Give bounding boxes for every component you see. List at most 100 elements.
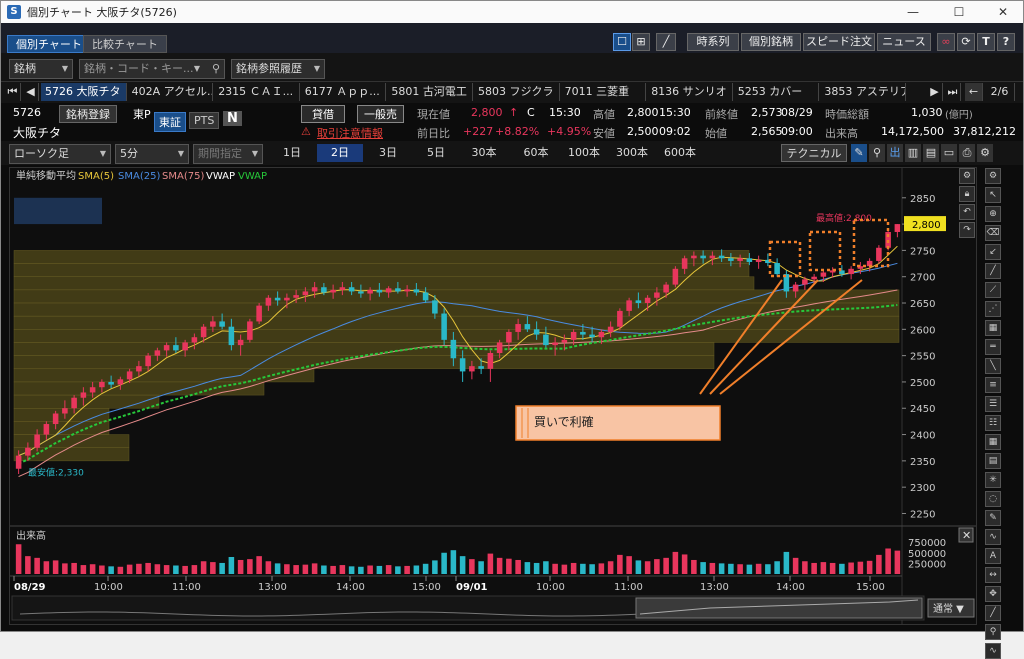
period-button[interactable]: 5日 [427, 146, 445, 159]
app-icon: S [7, 5, 21, 19]
curve-icon[interactable]: ∿ [985, 529, 1001, 545]
link-icon[interactable]: ∞ [937, 33, 955, 51]
save-icon[interactable]: ▤ [923, 144, 939, 162]
stock-tab[interactable]: 5803 フジクラ [474, 83, 560, 101]
stock-tab[interactable]: 6177 Ａｐｐ... [301, 83, 387, 101]
maximize-button[interactable]: ☐ [953, 5, 965, 19]
technical-button[interactable]: テクニカル [781, 144, 847, 162]
interval-select[interactable]: 5分 ▼ [115, 144, 189, 164]
fib2-icon[interactable]: ☷ [985, 415, 1001, 431]
person-icon[interactable]: ⚲ [985, 624, 1001, 640]
tab-compare-chart[interactable]: 比較チャート [83, 35, 167, 53]
chart-area[interactable]: 2850280027502700265026002550250024502400… [9, 167, 977, 625]
measure-icon[interactable]: ↔ [985, 567, 1001, 583]
tab-individual-chart[interactable]: 個別チャート [7, 35, 91, 53]
grid-icon[interactable]: ▦ [985, 434, 1001, 450]
parallel-icon[interactable]: ≡ [985, 377, 1001, 393]
period-button[interactable]: 600本 [664, 146, 696, 159]
draw-line-icon[interactable]: ╱ [656, 33, 676, 51]
move-icon[interactable]: ✥ [985, 586, 1001, 602]
high-price: 2,800 [627, 106, 659, 119]
stock-tab[interactable]: 5726 大阪チタ [41, 83, 127, 101]
hline-icon[interactable]: ═ [985, 339, 1001, 355]
pen-icon[interactable]: ✎ [851, 144, 867, 162]
fib-icon[interactable]: ☰ [985, 396, 1001, 412]
channel-icon[interactable]: ▦ [985, 320, 1001, 336]
period-button[interactable]: 30本 [471, 146, 497, 159]
minimize-button[interactable]: — [907, 5, 919, 19]
pencil-icon[interactable]: ✎ [985, 510, 1001, 526]
stock-search-input[interactable]: 銘柄・コード・キー... ▼ ⚲ [79, 59, 225, 79]
trade-warning-link[interactable]: 取引注意情報 [317, 127, 383, 140]
stock-tab[interactable]: 2315 ＣＡＩ... [214, 83, 300, 101]
chart-type-select[interactable]: ローソク足 ▼ [9, 144, 111, 164]
help-button[interactable]: ? [997, 33, 1015, 51]
gann-icon[interactable]: ▤ [985, 453, 1001, 469]
zoom-icon[interactable]: ⚲ [869, 144, 885, 162]
layout-single-icon[interactable]: ☐ [613, 33, 631, 51]
gear-small-icon[interactable]: ⚙ [959, 168, 975, 184]
trendline-icon[interactable]: ╱ [985, 263, 1001, 279]
volume-profile-bar [13, 355, 715, 370]
stock-tab[interactable]: 3853 アステリア [820, 83, 906, 101]
output-icon[interactable]: 出 [887, 144, 903, 162]
undo-icon[interactable]: ↶ [959, 204, 975, 220]
first-tab-icon[interactable]: ⏮ [5, 83, 21, 101]
tse-button[interactable]: 東証 [154, 112, 186, 132]
text-icon[interactable]: A [985, 548, 1001, 564]
chart-svg[interactable]: 2850280027502700265026002550250024502400… [10, 168, 978, 626]
wave-icon[interactable]: ∿ [985, 643, 1001, 659]
back-arrow-icon[interactable]: ← [965, 83, 983, 101]
stock-tab[interactable]: 5253 カバー [734, 83, 820, 101]
n-button[interactable]: N [223, 111, 242, 126]
layout-grid-icon[interactable]: ⊞ [632, 33, 650, 51]
stock-kind-select[interactable]: 銘柄 ▼ [9, 59, 73, 79]
prev-tab-icon[interactable]: ◀ [23, 83, 39, 101]
text-size-button[interactable]: T [977, 33, 995, 51]
next-tab-icon[interactable]: ▶ [927, 83, 943, 101]
period-button[interactable]: 60本 [523, 146, 549, 159]
period-select[interactable]: 期間指定 ▼ [193, 144, 263, 164]
print-icon[interactable]: ⎙ [959, 144, 975, 162]
line-icon[interactable]: ╲ [985, 358, 1001, 374]
ray-icon[interactable]: ⟋ [985, 282, 1001, 298]
period-button[interactable]: 100本 [568, 146, 600, 159]
stock-tab[interactable]: 7011 三菱重 [561, 83, 647, 101]
circle-icon[interactable]: ◌ [985, 491, 1001, 507]
refresh-icon[interactable]: ⟳ [957, 33, 975, 51]
candle-body [543, 334, 549, 346]
jikeiretsu-button[interactable]: 時系列 [687, 33, 739, 51]
folder-icon[interactable]: ▭ [941, 144, 957, 162]
line2-icon[interactable]: ╱ [985, 605, 1001, 621]
news-button[interactable]: ニュース [877, 33, 931, 51]
sun-icon[interactable]: ✳ [985, 472, 1001, 488]
fan-icon[interactable]: ⋰ [985, 301, 1001, 317]
high-annotation: 最高値:2,800 [816, 212, 872, 224]
stock-tab[interactable]: 8136 サンリオ [647, 83, 733, 101]
period-button[interactable]: 1日 [283, 146, 301, 159]
search-icon[interactable]: ⚲ [211, 62, 220, 75]
last-tab-icon[interactable]: ⏭ [945, 83, 961, 101]
scroll-thumb [635, 597, 923, 619]
cursor-icon[interactable]: ↖ [985, 187, 1001, 203]
lock-icon[interactable]: 🔒︎ [959, 186, 975, 202]
volume-bar [848, 562, 854, 574]
settings-icon[interactable]: ⚙ [977, 144, 993, 162]
close-button[interactable]: ✕ [997, 5, 1009, 19]
stock-tab[interactable]: 5801 古河電工 [387, 83, 473, 101]
settings-small-icon[interactable]: ⚙ [985, 168, 1001, 184]
stock-tab[interactable]: 402A アクセル... [128, 83, 214, 101]
individual-stock-button[interactable]: 個別銘柄 [741, 33, 801, 51]
crosshair-icon[interactable]: ⊕ [985, 206, 1001, 222]
history-select[interactable]: 銘柄参照履歴 ▼ [231, 59, 325, 79]
pts-button[interactable]: PTS [189, 112, 220, 129]
period-button[interactable]: 2日 [317, 144, 363, 162]
eraser-icon[interactable]: ⌫ [985, 225, 1001, 241]
bar-chart-icon[interactable]: ▥ [905, 144, 921, 162]
arrow-icon[interactable]: ↙ [985, 244, 1001, 260]
redo-icon[interactable]: ↷ [959, 222, 975, 238]
register-button[interactable]: 銘柄登録 [59, 105, 117, 123]
period-button[interactable]: 300本 [616, 146, 648, 159]
period-button[interactable]: 3日 [379, 146, 397, 159]
speed-order-button[interactable]: スピード注文 [803, 33, 875, 51]
